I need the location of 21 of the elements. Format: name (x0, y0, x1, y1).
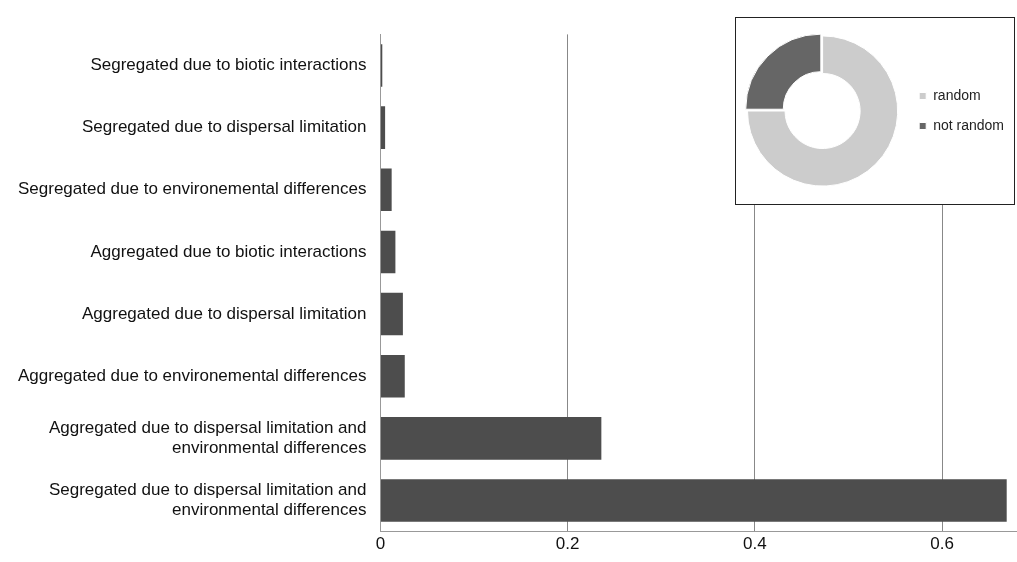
x-tick-label: 0.6 (930, 534, 954, 554)
x-tick-label: 0.4 (743, 534, 767, 554)
x-tick-label: 0 (375, 534, 386, 554)
legend-label: not random (933, 116, 1005, 133)
y-tick-label: Aggregated due to dispersal limitation and environmental differences (48, 417, 367, 458)
y-tick-label: Aggregated due to biotic interactions (90, 241, 367, 261)
y-tick-label: Segregated due to dispersal limitation (81, 117, 367, 137)
bar (380, 292, 403, 336)
bar (380, 479, 1007, 522)
y-tick-label: Segregated due to environemental differences (17, 179, 367, 199)
x-tick-label: 0.2 (555, 534, 580, 554)
y-tick-label: Aggregated due to dispersal limitation (81, 303, 367, 323)
legend-label: random (933, 86, 981, 103)
bar (380, 168, 392, 212)
bar (380, 354, 405, 398)
y-tick-label: Segregated due to biotic interactions (90, 55, 367, 75)
bar (380, 230, 396, 274)
bar (380, 106, 386, 149)
bar (380, 417, 602, 460)
y-tick-label: Aggregated due to environemental differences (17, 365, 367, 385)
y-tick-label: Segregated due to dispersal limitation and environmental differences (48, 480, 367, 520)
